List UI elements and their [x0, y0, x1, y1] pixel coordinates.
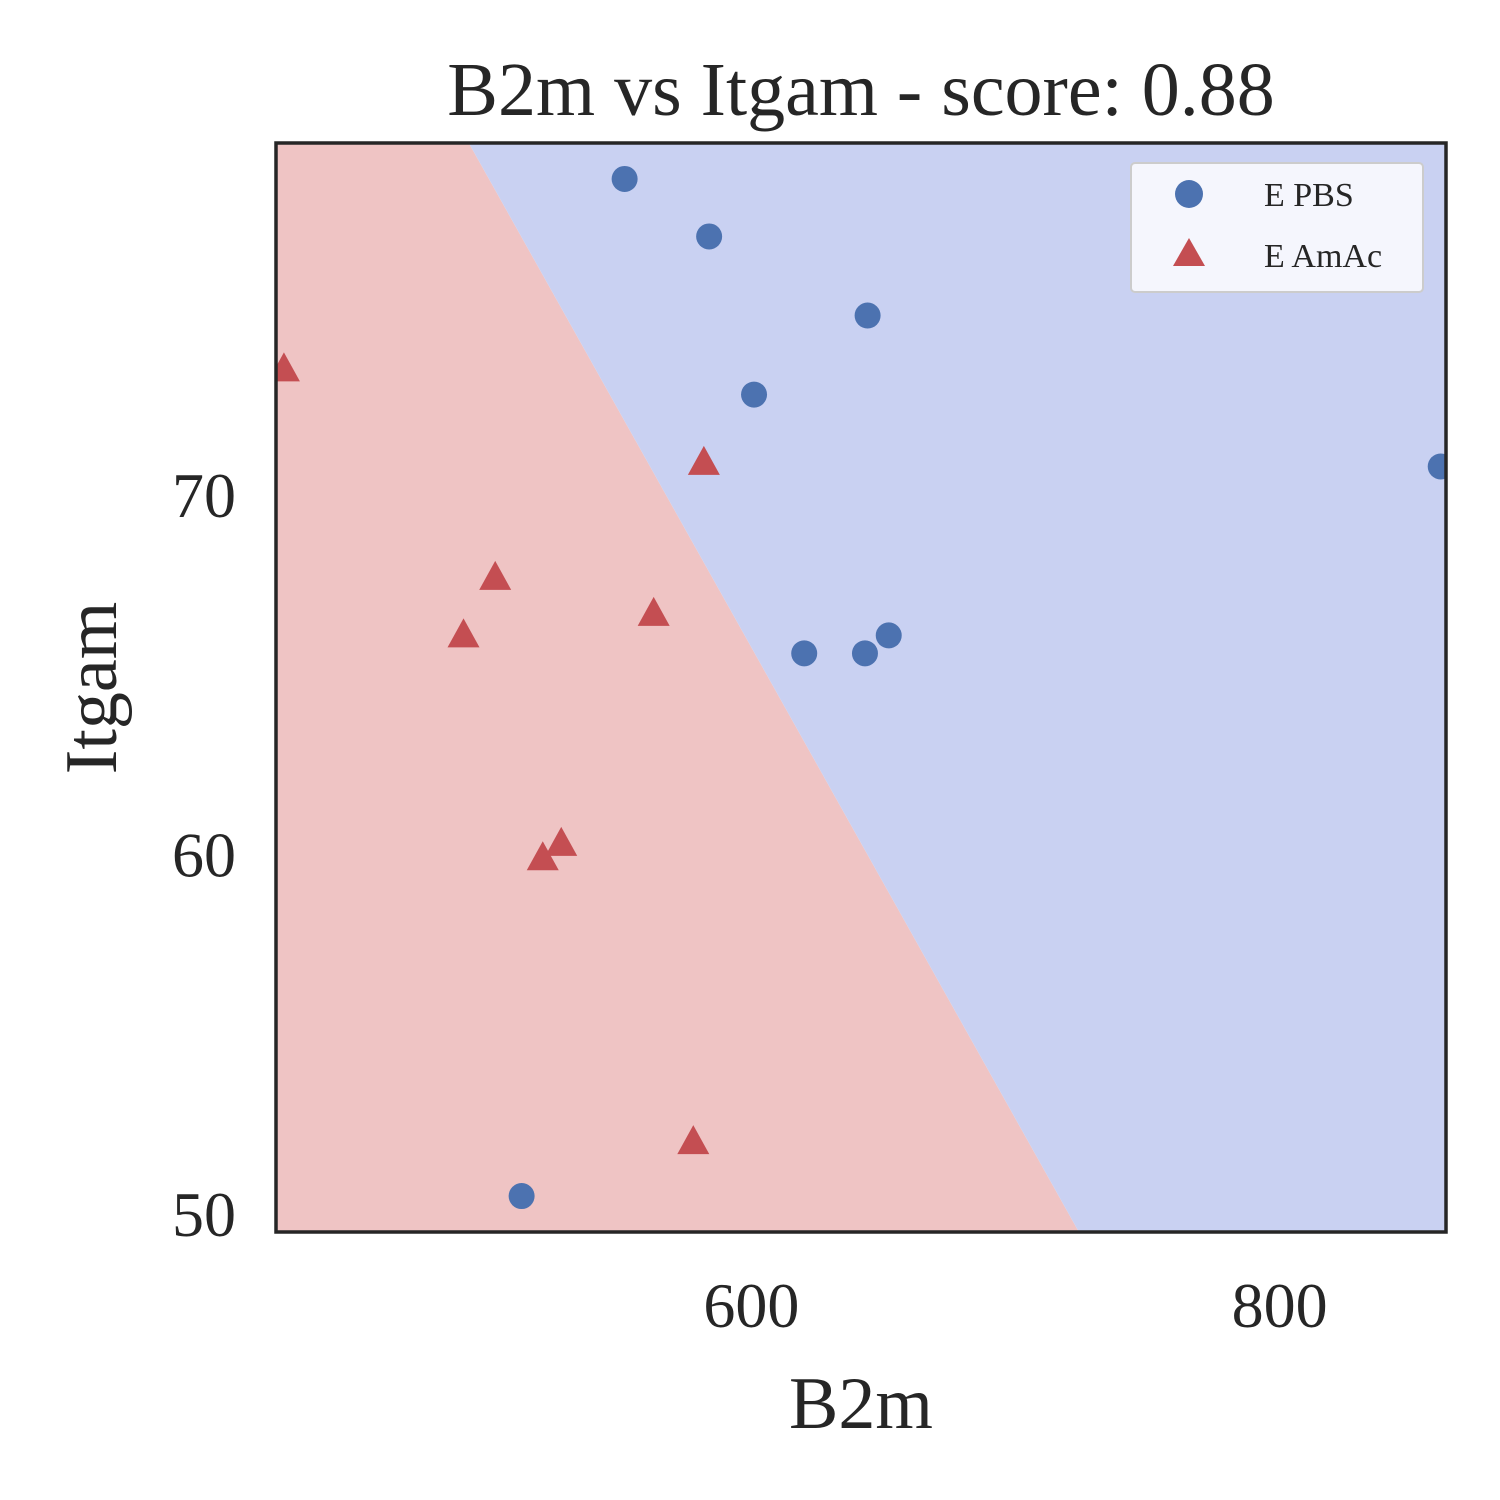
legend-label-e-pbs: E PBS: [1264, 177, 1354, 214]
x-axis-label: B2m: [789, 1363, 933, 1445]
y-axis-ticks: 50 60 70: [172, 460, 236, 1250]
y-tick-label-70: 70: [172, 460, 236, 531]
plot-frame: [274, 141, 1448, 1234]
point-e-amac-5: [637, 596, 670, 626]
data-points: [276, 165, 1446, 1210]
legend-box: [1130, 162, 1424, 293]
point-e-amac-6: [545, 826, 578, 856]
point-e-amac-7: [526, 841, 559, 871]
point-e-pbs-6: [851, 640, 878, 667]
point-e-pbs-7: [875, 622, 902, 649]
point-e-pbs-2: [696, 223, 723, 250]
x-tick-label-600: 600: [703, 1270, 799, 1341]
point-e-pbs-1: [611, 165, 638, 192]
point-e-amac-3: [479, 560, 512, 590]
point-e-pbs-9: [508, 1183, 535, 1210]
legend-label-e-amac: E AmAc: [1264, 238, 1382, 275]
point-e-amac-4: [447, 618, 480, 648]
x-tick-label-800: 800: [1232, 1270, 1328, 1341]
decision-region-right: [468, 143, 1446, 1232]
plot-area: [276, 143, 1446, 1232]
point-e-pbs-3: [854, 302, 881, 329]
point-e-amac-1: [276, 352, 300, 382]
point-e-amac-2: [687, 445, 720, 475]
y-tick-label-50: 50: [172, 1179, 236, 1250]
point-e-pbs-5: [1427, 453, 1446, 480]
legend-marker-e-pbs: [1175, 180, 1203, 208]
point-e-pbs-8: [791, 640, 818, 667]
y-axis-label: Itgam: [51, 602, 133, 775]
point-e-amac-8: [677, 1125, 710, 1155]
chart-title: B2m vs Itgam - score: 0.88: [447, 48, 1274, 132]
legend: E PBS E AmAc: [1130, 162, 1424, 293]
y-tick-label-60: 60: [172, 820, 236, 891]
x-axis-ticks: 600 800: [703, 1270, 1327, 1341]
legend-marker-e-amac: [1173, 238, 1205, 266]
point-e-pbs-4: [741, 381, 768, 408]
decision-region-left: [276, 143, 1079, 1232]
